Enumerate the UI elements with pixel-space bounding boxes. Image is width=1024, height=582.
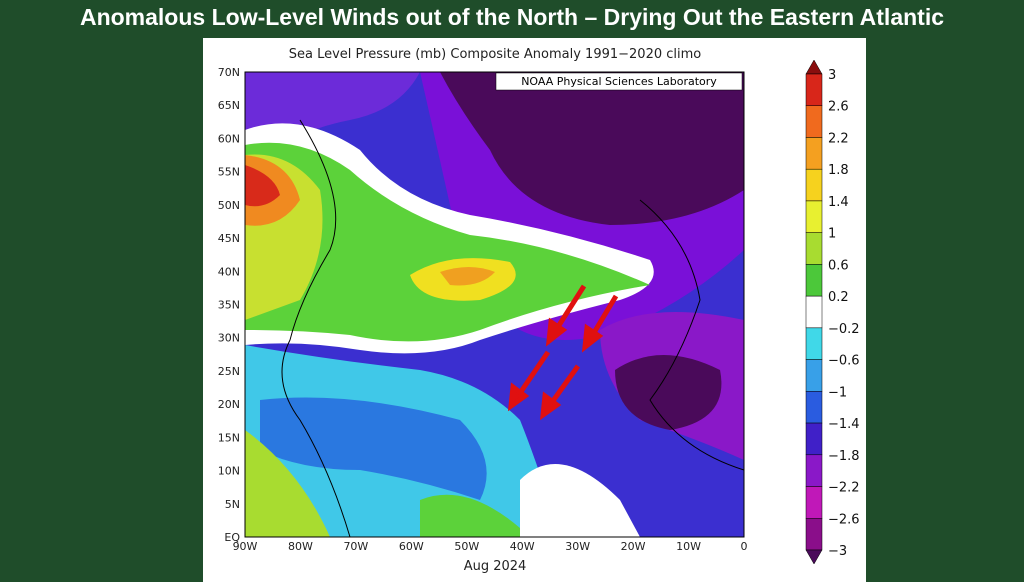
credit-box	[495, 72, 743, 91]
colorbar-label: 2.2	[828, 131, 849, 146]
longitude-label: 40W	[510, 540, 535, 553]
colorbar-segment	[805, 327, 823, 360]
colorbar-segment	[805, 359, 823, 392]
map-title: Sea Level Pressure (mb) Composite Anomal…	[289, 47, 702, 62]
colorbar-segment	[805, 391, 823, 424]
latitude-label: 15N	[218, 431, 240, 444]
longitude-axis: 90W 80W 70W 60W 50W 40W 30W 20W 10W 0	[233, 540, 748, 553]
colorbar-label: −0.2	[828, 322, 860, 337]
longitude-label: 70W	[343, 540, 368, 553]
anomaly-map	[245, 72, 744, 537]
colorbar-segment	[805, 295, 823, 329]
colorbar-segment	[805, 168, 823, 202]
colorbar-segment	[805, 518, 823, 551]
colorbar-segment	[805, 73, 823, 106]
colorbar-label: 0.2	[828, 290, 849, 305]
longitude-label: 90W	[233, 540, 258, 553]
latitude-label: EQ	[224, 531, 240, 544]
colorbar-segment	[805, 232, 823, 265]
colorbar-segment	[805, 105, 823, 138]
colorbar-segment	[805, 137, 823, 170]
latitude-label: 30N	[218, 332, 240, 345]
colorbar-label: −0.6	[828, 354, 860, 369]
colorbar-label: −3	[828, 544, 847, 559]
colorbar-segment	[805, 200, 823, 233]
colorbar-end	[805, 549, 823, 565]
colorbar-segment	[805, 264, 823, 297]
colorbar-label: −2.6	[828, 512, 860, 527]
credit: NOAA Physical Sciences Laboratory	[521, 75, 717, 88]
latitude-label: 70N	[218, 66, 240, 79]
colorbar-label: −1.4	[828, 417, 860, 432]
latitude-label: 40N	[218, 265, 240, 278]
latitude-label: 50N	[218, 199, 240, 212]
colorbar-label: 1.8	[828, 163, 849, 178]
latitude-axis: 70N 65N 60N 55N 50N 45N 40N 35N 30N 25N 20N 15N 10N 5…	[218, 66, 241, 544]
slide-title: Anomalous Low-Level Winds out of the Nor…	[79, 4, 945, 30]
latitude-label: 45N	[218, 232, 240, 245]
colorbar-label: 2.6	[828, 100, 849, 115]
colorbar-label: 1.4	[828, 195, 849, 210]
latitude-label: 65N	[218, 99, 240, 112]
latitude-label: 10N	[218, 465, 240, 478]
latitude-label: 35N	[218, 299, 240, 312]
colorbar-segment	[805, 422, 823, 456]
colorbar-label: −1.8	[828, 449, 860, 464]
latitude-label: 5N	[225, 498, 240, 511]
longitude-label: 10W	[676, 540, 701, 553]
date: Aug 2024	[464, 559, 527, 574]
colorbar-label: 3	[828, 68, 836, 83]
latitude-label: 60N	[218, 132, 240, 145]
colorbar-label: 0.6	[828, 258, 849, 273]
colorbar: 3 2.6 2.2 1.8 1.4 1 0.6 0.2 −0.2 −0.6 −1 −1.4 −1.8 −2…	[805, 59, 860, 565]
longitude-label: 80W	[288, 540, 313, 553]
longitude-label: 50W	[454, 540, 479, 553]
longitude-label: 20W	[621, 540, 646, 553]
latitude-label: 55N	[218, 166, 240, 179]
colorbar-label: 1	[828, 227, 836, 242]
map-frame	[244, 71, 745, 538]
colorbar-label: −2.2	[828, 481, 860, 496]
colorbar-label: −1	[828, 385, 847, 400]
figure: NOAA Physical Sciences Laboratory Sea Le…	[203, 38, 866, 582]
latitude-label: 20N	[218, 398, 240, 411]
longitude-label: 60W	[399, 540, 424, 553]
colorbar-segment	[805, 486, 823, 519]
longitude-label: 0	[741, 540, 748, 553]
longitude-label: 30W	[565, 540, 590, 553]
latitude-label: 25N	[218, 365, 240, 378]
colorbar-segment	[805, 454, 823, 487]
